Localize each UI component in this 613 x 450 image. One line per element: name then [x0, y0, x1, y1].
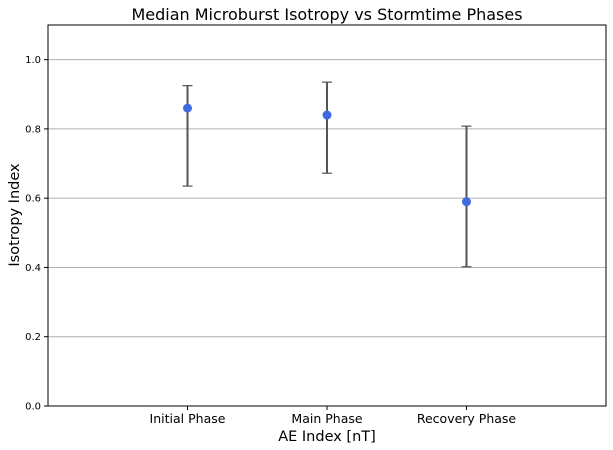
y-tick-label: 0.4: [25, 263, 41, 274]
plot-frame: [47, 24, 607, 407]
y-axis-label: Isotropy Index: [7, 163, 23, 267]
data-point: [183, 103, 192, 113]
y-axis-ticks: 0.0 0.2 0.4 0.6 0.8 1.0: [25, 55, 48, 413]
x-tick-label: Main Phase: [291, 411, 362, 426]
y-tick-label: 0.8: [25, 124, 41, 135]
data-marks: [182, 81, 472, 268]
y-tick-label: 0.6: [25, 194, 41, 205]
grid-lines: [48, 59, 606, 338]
y-tick-label: 0.2: [25, 332, 41, 343]
x-axis-label: AE Index [nT]: [278, 429, 376, 445]
chart-title: Median Microburst Isotropy vs Stormtime …: [131, 5, 522, 24]
x-tick-label: Recovery Phase: [417, 411, 517, 426]
data-point: [462, 197, 471, 207]
x-axis-ticks: Initial Phase Main Phase Recovery Phase: [150, 406, 517, 426]
x-tick-label: Initial Phase: [150, 411, 226, 426]
data-point: [322, 110, 332, 120]
y-tick-label: 1.0: [25, 55, 41, 66]
y-tick-label: 0.0: [25, 402, 41, 413]
